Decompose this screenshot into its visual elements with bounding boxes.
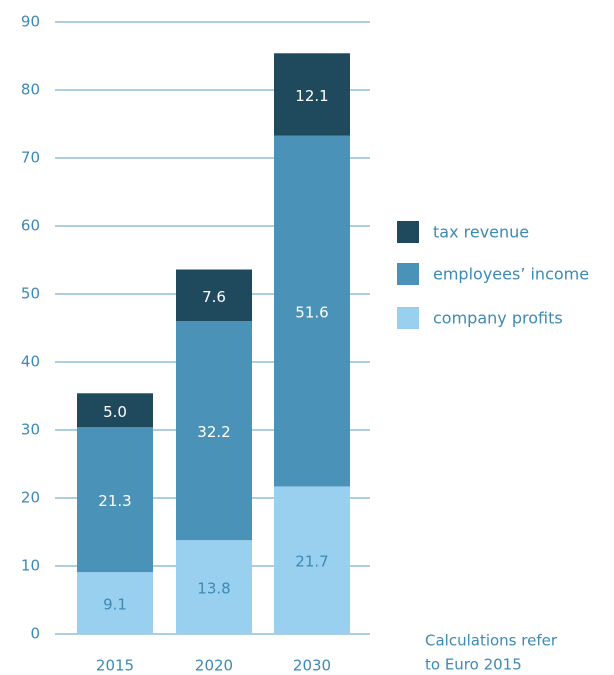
bar-segment: [77, 427, 153, 573]
value-label: 12.1: [295, 87, 328, 105]
bar-segment: [176, 269, 252, 322]
y-tick-label: 60: [21, 217, 40, 235]
value-label: 9.1: [103, 596, 127, 614]
legend-label: employees’ income: [433, 265, 589, 284]
annotation: Calculations refer: [425, 632, 558, 650]
bar-segment: [274, 53, 350, 136]
value-label: 51.6: [295, 304, 328, 322]
annotation: to Euro 2015: [425, 656, 522, 674]
y-tick-label: 50: [21, 285, 40, 303]
y-tick-label: 80: [21, 81, 40, 99]
bar-segment: [77, 393, 153, 428]
y-tick-label: 20: [21, 489, 40, 507]
legend-label: tax revenue: [433, 223, 529, 242]
value-label: 32.2: [197, 423, 230, 441]
value-label: 21.3: [98, 492, 131, 510]
legend-swatch: [397, 307, 419, 329]
bar-segment: [176, 321, 252, 541]
y-tick-label: 0: [30, 625, 40, 643]
y-tick-label: 10: [21, 557, 40, 575]
bar-segment: [274, 486, 350, 634]
bar-segment: [77, 572, 153, 634]
y-tick-label: 40: [21, 353, 40, 371]
x-tick-label: 2030: [293, 657, 331, 675]
x-tick-label: 2015: [96, 657, 134, 675]
bar-segment: [176, 540, 252, 634]
bar-segment: [274, 135, 350, 487]
value-label: 7.6: [202, 288, 226, 306]
legend-label: company profits: [433, 309, 563, 328]
y-tick-label: 70: [21, 149, 40, 167]
legend-swatch: [397, 221, 419, 243]
x-tick-label: 2020: [195, 657, 233, 675]
value-label: 13.8: [197, 580, 230, 598]
y-tick-label: 90: [21, 13, 40, 31]
legend-swatch: [397, 263, 419, 285]
value-label: 21.7: [295, 553, 328, 571]
value-label: 5.0: [103, 403, 127, 421]
y-tick-label: 30: [21, 421, 40, 439]
